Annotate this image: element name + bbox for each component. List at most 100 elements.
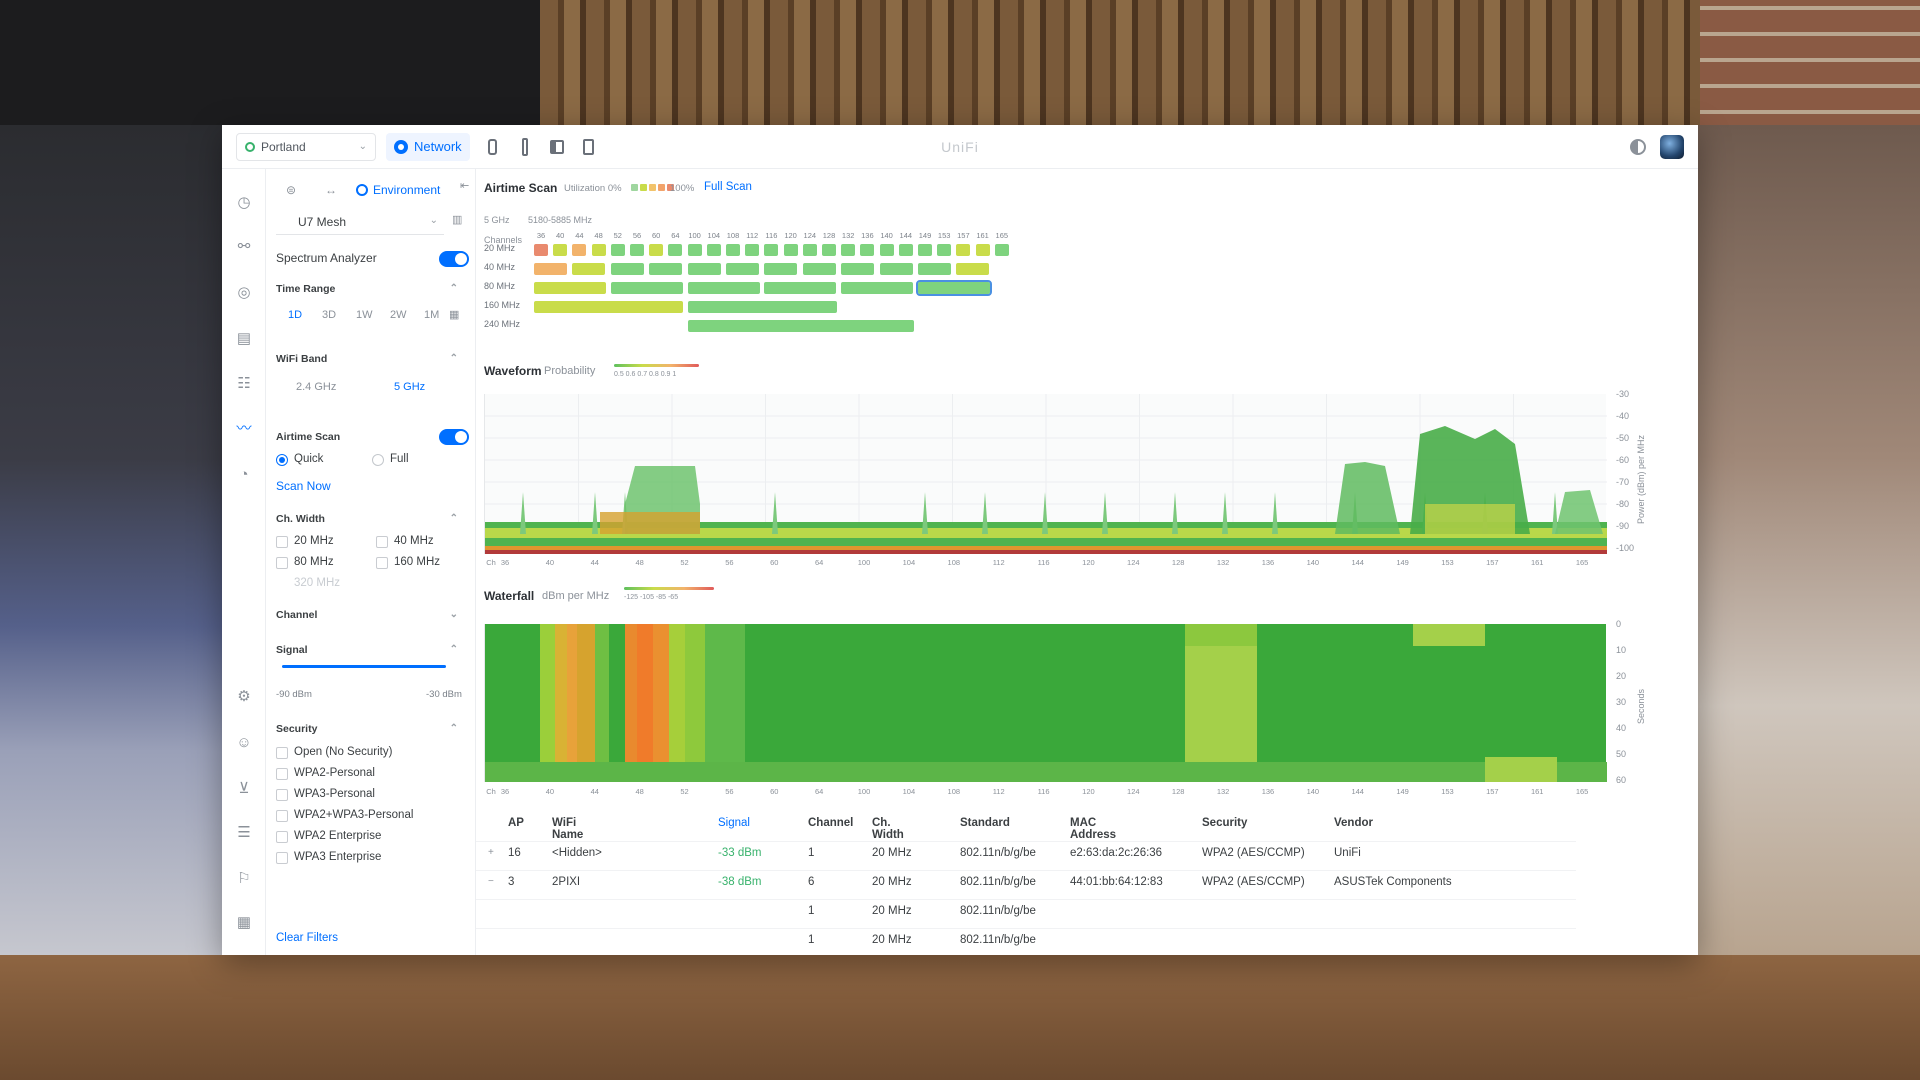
security-open-checkbox[interactable]	[276, 747, 288, 759]
scan-now-link[interactable]: Scan Now	[276, 479, 331, 493]
scan-quick-radio[interactable]	[276, 454, 288, 466]
channel-cell-20mhz[interactable]	[706, 244, 721, 256]
channel-cell-20mhz[interactable]	[994, 244, 1009, 256]
channel-cell-240mhz[interactable]	[687, 320, 914, 332]
time-range-1w[interactable]: 1W	[356, 309, 373, 321]
channel-cell-20mhz[interactable]	[745, 244, 760, 256]
table-row[interactable]	[476, 928, 1576, 954]
channel-cell-80mhz[interactable]	[534, 282, 606, 294]
col-channel[interactable]: Channel	[808, 817, 854, 829]
row-expand-icon[interactable]: −	[488, 876, 494, 887]
app-tab-network[interactable]: Network	[386, 132, 470, 161]
calendar-icon[interactable]: ▦	[449, 309, 460, 321]
security-wpa3-personal-checkbox[interactable]	[276, 789, 288, 801]
settings-icon[interactable]: ⚙	[237, 688, 251, 705]
channel-cell-20mhz[interactable]	[591, 244, 606, 256]
security-wpa2-wpa3-checkbox[interactable]	[276, 810, 288, 822]
channel-cell-160mhz[interactable]	[687, 301, 837, 313]
channel-cell-20mhz[interactable]	[918, 244, 932, 256]
full-scan-link[interactable]: Full Scan	[704, 181, 752, 193]
channel-cell-20mhz[interactable]	[610, 244, 625, 256]
signal-title[interactable]: Signal ⌃	[276, 644, 464, 656]
ch-width-160-checkbox[interactable]	[376, 557, 388, 569]
col-security[interactable]: Security	[1202, 817, 1248, 829]
ch-width-80-checkbox[interactable]	[276, 557, 288, 569]
channel-cell-80mhz[interactable]	[916, 280, 992, 296]
channel-cell-20mhz[interactable]	[975, 244, 990, 256]
waveform-mode[interactable]: Probability	[544, 365, 596, 377]
alerts-icon[interactable]: ⚐	[237, 870, 251, 887]
channel-cell-20mhz[interactable]	[668, 244, 683, 256]
statistics-icon[interactable]: ▤	[236, 330, 252, 347]
channel-cell-20mhz[interactable]	[764, 244, 779, 256]
time-range-2w[interactable]: 2W	[390, 309, 407, 321]
channel-cell-40mhz[interactable]	[687, 263, 721, 275]
wifi-band-title[interactable]: WiFi Band ⌃	[276, 353, 464, 365]
channel-cell-40mhz[interactable]	[879, 263, 913, 275]
spectrum-analyzer-toggle[interactable]	[439, 251, 469, 267]
compare-subtab-icon[interactable]: ↔	[325, 183, 337, 197]
channel-cell-20mhz[interactable]	[937, 244, 952, 256]
table-row[interactable]	[476, 870, 1576, 896]
dashboard-icon[interactable]: ◷	[237, 194, 251, 211]
devices-icon[interactable]: ◎	[237, 284, 251, 301]
camera-device-icon[interactable]	[580, 136, 598, 158]
col-ap[interactable]: AP	[508, 817, 524, 829]
ch-width-20-checkbox[interactable]	[276, 536, 288, 548]
channel-cell-20mhz[interactable]	[822, 244, 836, 256]
channel-cell-40mhz[interactable]	[918, 263, 951, 275]
waterfall-chart[interactable]	[484, 624, 1607, 782]
channel-cell-160mhz[interactable]	[534, 301, 683, 313]
channel-cell-40mhz[interactable]	[802, 263, 836, 275]
channel-cell-20mhz[interactable]	[898, 244, 913, 256]
hotspot-icon[interactable]: ⊻	[238, 780, 250, 797]
reports-icon[interactable]: ▦	[236, 914, 252, 931]
device-selector[interactable]: U7 Mesh ⌄	[276, 209, 444, 235]
airtime-scan-toggle[interactable]	[439, 429, 469, 445]
security-wpa3-enterprise-checkbox[interactable]	[276, 852, 288, 864]
signal-range-slider[interactable]	[282, 665, 446, 668]
clients-icon[interactable]: ☷	[237, 375, 251, 392]
channel-cell-20mhz[interactable]	[572, 244, 587, 256]
channel-cell-20mhz[interactable]	[956, 244, 971, 256]
insights-icon[interactable]: ◔	[239, 466, 249, 483]
col-mac-address[interactable]: MAC Address	[1070, 817, 1117, 841]
security-title[interactable]: Security ⌃	[276, 723, 464, 735]
band-5-ghz[interactable]: 5 GHz	[394, 381, 426, 393]
col-ch-width[interactable]: Ch. Width	[872, 817, 904, 841]
collapse-panel-icon[interactable]: ⇤	[460, 180, 470, 192]
channel-cell-20mhz[interactable]	[841, 244, 856, 256]
channel-cell-20mhz[interactable]	[553, 244, 568, 256]
tab-environment[interactable]: Environment	[356, 183, 440, 197]
ch-width-40-checkbox[interactable]	[376, 536, 388, 548]
col-wifi-name[interactable]: WiFi Name	[552, 817, 584, 841]
channel-cell-80mhz[interactable]	[764, 282, 837, 294]
channel-cell-40mhz[interactable]	[572, 263, 606, 275]
topology-icon[interactable]: ⚯	[237, 238, 251, 255]
ch-width-title[interactable]: Ch. Width ⌃	[276, 513, 464, 525]
theme-toggle-icon[interactable]	[1630, 139, 1646, 155]
channel-cell-40mhz[interactable]	[956, 263, 990, 275]
time-range-1d[interactable]: 1D	[288, 309, 303, 321]
channel-title[interactable]: Channel ⌄	[276, 609, 464, 621]
wifi-subtab-icon[interactable]: ⊜	[285, 183, 297, 197]
channel-cell-20mhz[interactable]	[649, 244, 664, 256]
switch-device-icon[interactable]	[548, 136, 566, 158]
channel-cell-40mhz[interactable]	[534, 263, 567, 275]
access-point-device-icon[interactable]	[516, 136, 534, 158]
site-selector[interactable]: Portland ⌄	[236, 132, 376, 161]
channel-cell-20mhz[interactable]	[687, 244, 702, 256]
scan-full-radio[interactable]	[372, 454, 384, 466]
security-wpa2-personal-checkbox[interactable]	[276, 768, 288, 780]
table-row[interactable]	[476, 899, 1576, 925]
col-standard[interactable]: Standard	[960, 817, 1010, 829]
bar-chart-icon[interactable]: ▥	[452, 214, 463, 226]
logs-icon[interactable]: ☰	[237, 824, 251, 841]
avatar[interactable]	[1660, 135, 1684, 159]
row-expand-icon[interactable]: +	[488, 847, 494, 858]
channel-cell-40mhz[interactable]	[649, 263, 683, 275]
channel-cell-20mhz[interactable]	[726, 244, 740, 256]
channel-cell-40mhz[interactable]	[726, 263, 759, 275]
channel-cell-80mhz[interactable]	[841, 282, 914, 294]
channel-cell-40mhz[interactable]	[610, 263, 644, 275]
